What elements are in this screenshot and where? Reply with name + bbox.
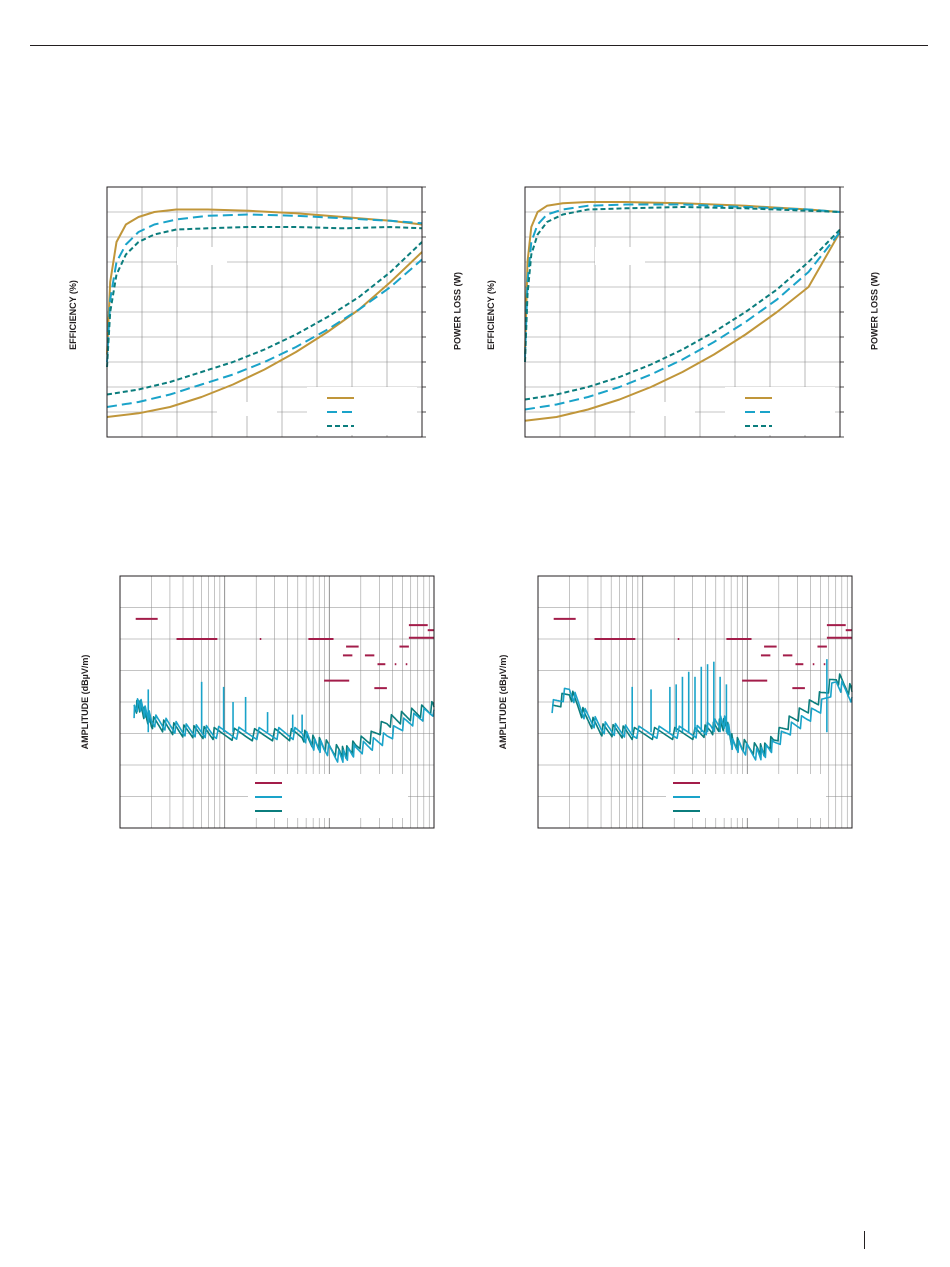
blank-annotation-box: [635, 402, 695, 416]
amplitude-axis-label-right: AMPLITUDE (dBµV/m): [498, 654, 508, 750]
series-efficiency-cyan: [106, 213, 423, 363]
efficiency-axis-label-right: EFFICIENCY (%): [486, 280, 496, 350]
blank-annotation-box: [177, 247, 227, 265]
top-rule: [30, 45, 928, 46]
power-loss-axis-label-right: POWER LOSS (W): [869, 272, 880, 350]
series-loss-gold: [524, 231, 841, 422]
series-efficiency-gold: [106, 208, 423, 355]
series-loss-teal: [106, 241, 423, 396]
emission-trace-cyan: [133, 698, 435, 763]
series-loss-cyan: [524, 231, 841, 411]
emission-trace-teal: [133, 699, 435, 760]
power-loss-axis-label-left: POWER LOSS (W): [452, 272, 463, 350]
plot-frame: [537, 575, 853, 829]
series-loss-teal: [524, 228, 841, 401]
plot-frame: [524, 186, 841, 438]
blank-annotation-box: [595, 247, 645, 265]
plot-frame: [106, 186, 423, 438]
blank-annotation-box: [217, 402, 277, 416]
plot-frame: [119, 575, 435, 829]
legend-box: [725, 387, 835, 435]
legend-box: [307, 387, 417, 435]
efficiency-axis-label-left: EFFICIENCY (%): [68, 280, 78, 350]
page-footer-rule: [864, 1231, 865, 1249]
series-efficiency-teal: [106, 226, 423, 368]
series-efficiency-teal: [524, 206, 841, 363]
series-efficiency-gold: [524, 201, 841, 355]
series-efficiency-cyan: [524, 203, 841, 358]
series-loss-cyan: [106, 258, 423, 408]
amplitude-axis-label-left: AMPLITUDE (dBµV/m): [80, 654, 90, 750]
series-loss-gold: [106, 251, 423, 418]
